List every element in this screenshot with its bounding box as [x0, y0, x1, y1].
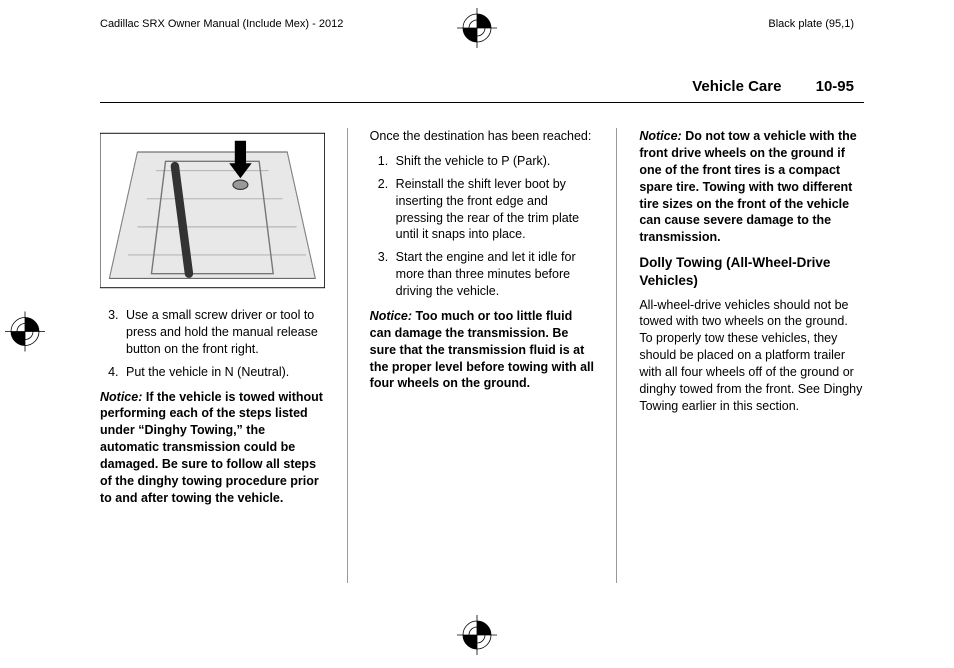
shift-lever-illustration [100, 128, 325, 293]
col1-steps: Use a small screw driver or tool to pres… [100, 307, 325, 381]
crop-mark-top [457, 8, 497, 53]
section-title: Vehicle Care [692, 78, 781, 95]
column-divider-2 [616, 128, 617, 583]
col3-notice: Notice: Do not tow a vehicle with the fr… [639, 128, 864, 246]
col3-body: All-wheel-drive vehicles should not be t… [639, 297, 864, 415]
crop-mark-left [5, 312, 45, 357]
notice-label: Notice: [370, 309, 412, 323]
notice-label: Notice: [100, 390, 142, 404]
col2-intro: Once the destination has been reached: [370, 128, 595, 145]
notice-label: Notice: [639, 129, 681, 143]
page-header: Vehicle Care 10-95 [692, 78, 854, 95]
col2-steps: Shift the vehicle to P (Park). Reinstall… [370, 153, 595, 300]
dolly-towing-heading: Dolly Towing (All-Wheel-Drive Vehicles) [639, 254, 864, 290]
column-2: Once the destination has been reached: S… [370, 128, 595, 608]
manual-title: Cadillac SRX Owner Manual (Include Mex) … [100, 18, 343, 30]
header-rule [100, 102, 864, 103]
column-3: Notice: Do not tow a vehicle with the fr… [639, 128, 864, 608]
col2-step-2: Reinstall the shift lever boot by insert… [392, 176, 595, 244]
col1-notice: Notice: If the vehicle is towed without … [100, 389, 325, 507]
column-1: Use a small screw driver or tool to pres… [100, 128, 325, 608]
page-number: 10-95 [816, 78, 854, 95]
col2-step-1: Shift the vehicle to P (Park). [392, 153, 595, 170]
column-divider-1 [347, 128, 348, 583]
col2-notice: Notice: Too much or too little fluid can… [370, 308, 595, 392]
content-area: Use a small screw driver or tool to pres… [100, 128, 864, 608]
col1-step-4: Put the vehicle in N (Neutral). [122, 364, 325, 381]
col1-step-3: Use a small screw driver or tool to pres… [122, 307, 325, 358]
crop-mark-bottom [457, 615, 497, 660]
col3-notice-text: Do not tow a vehicle with the front driv… [639, 129, 856, 244]
col1-notice-text: If the vehicle is towed without performi… [100, 390, 323, 505]
col2-step-3: Start the engine and let it idle for mor… [392, 249, 595, 300]
plate-info: Black plate (95,1) [768, 18, 854, 30]
